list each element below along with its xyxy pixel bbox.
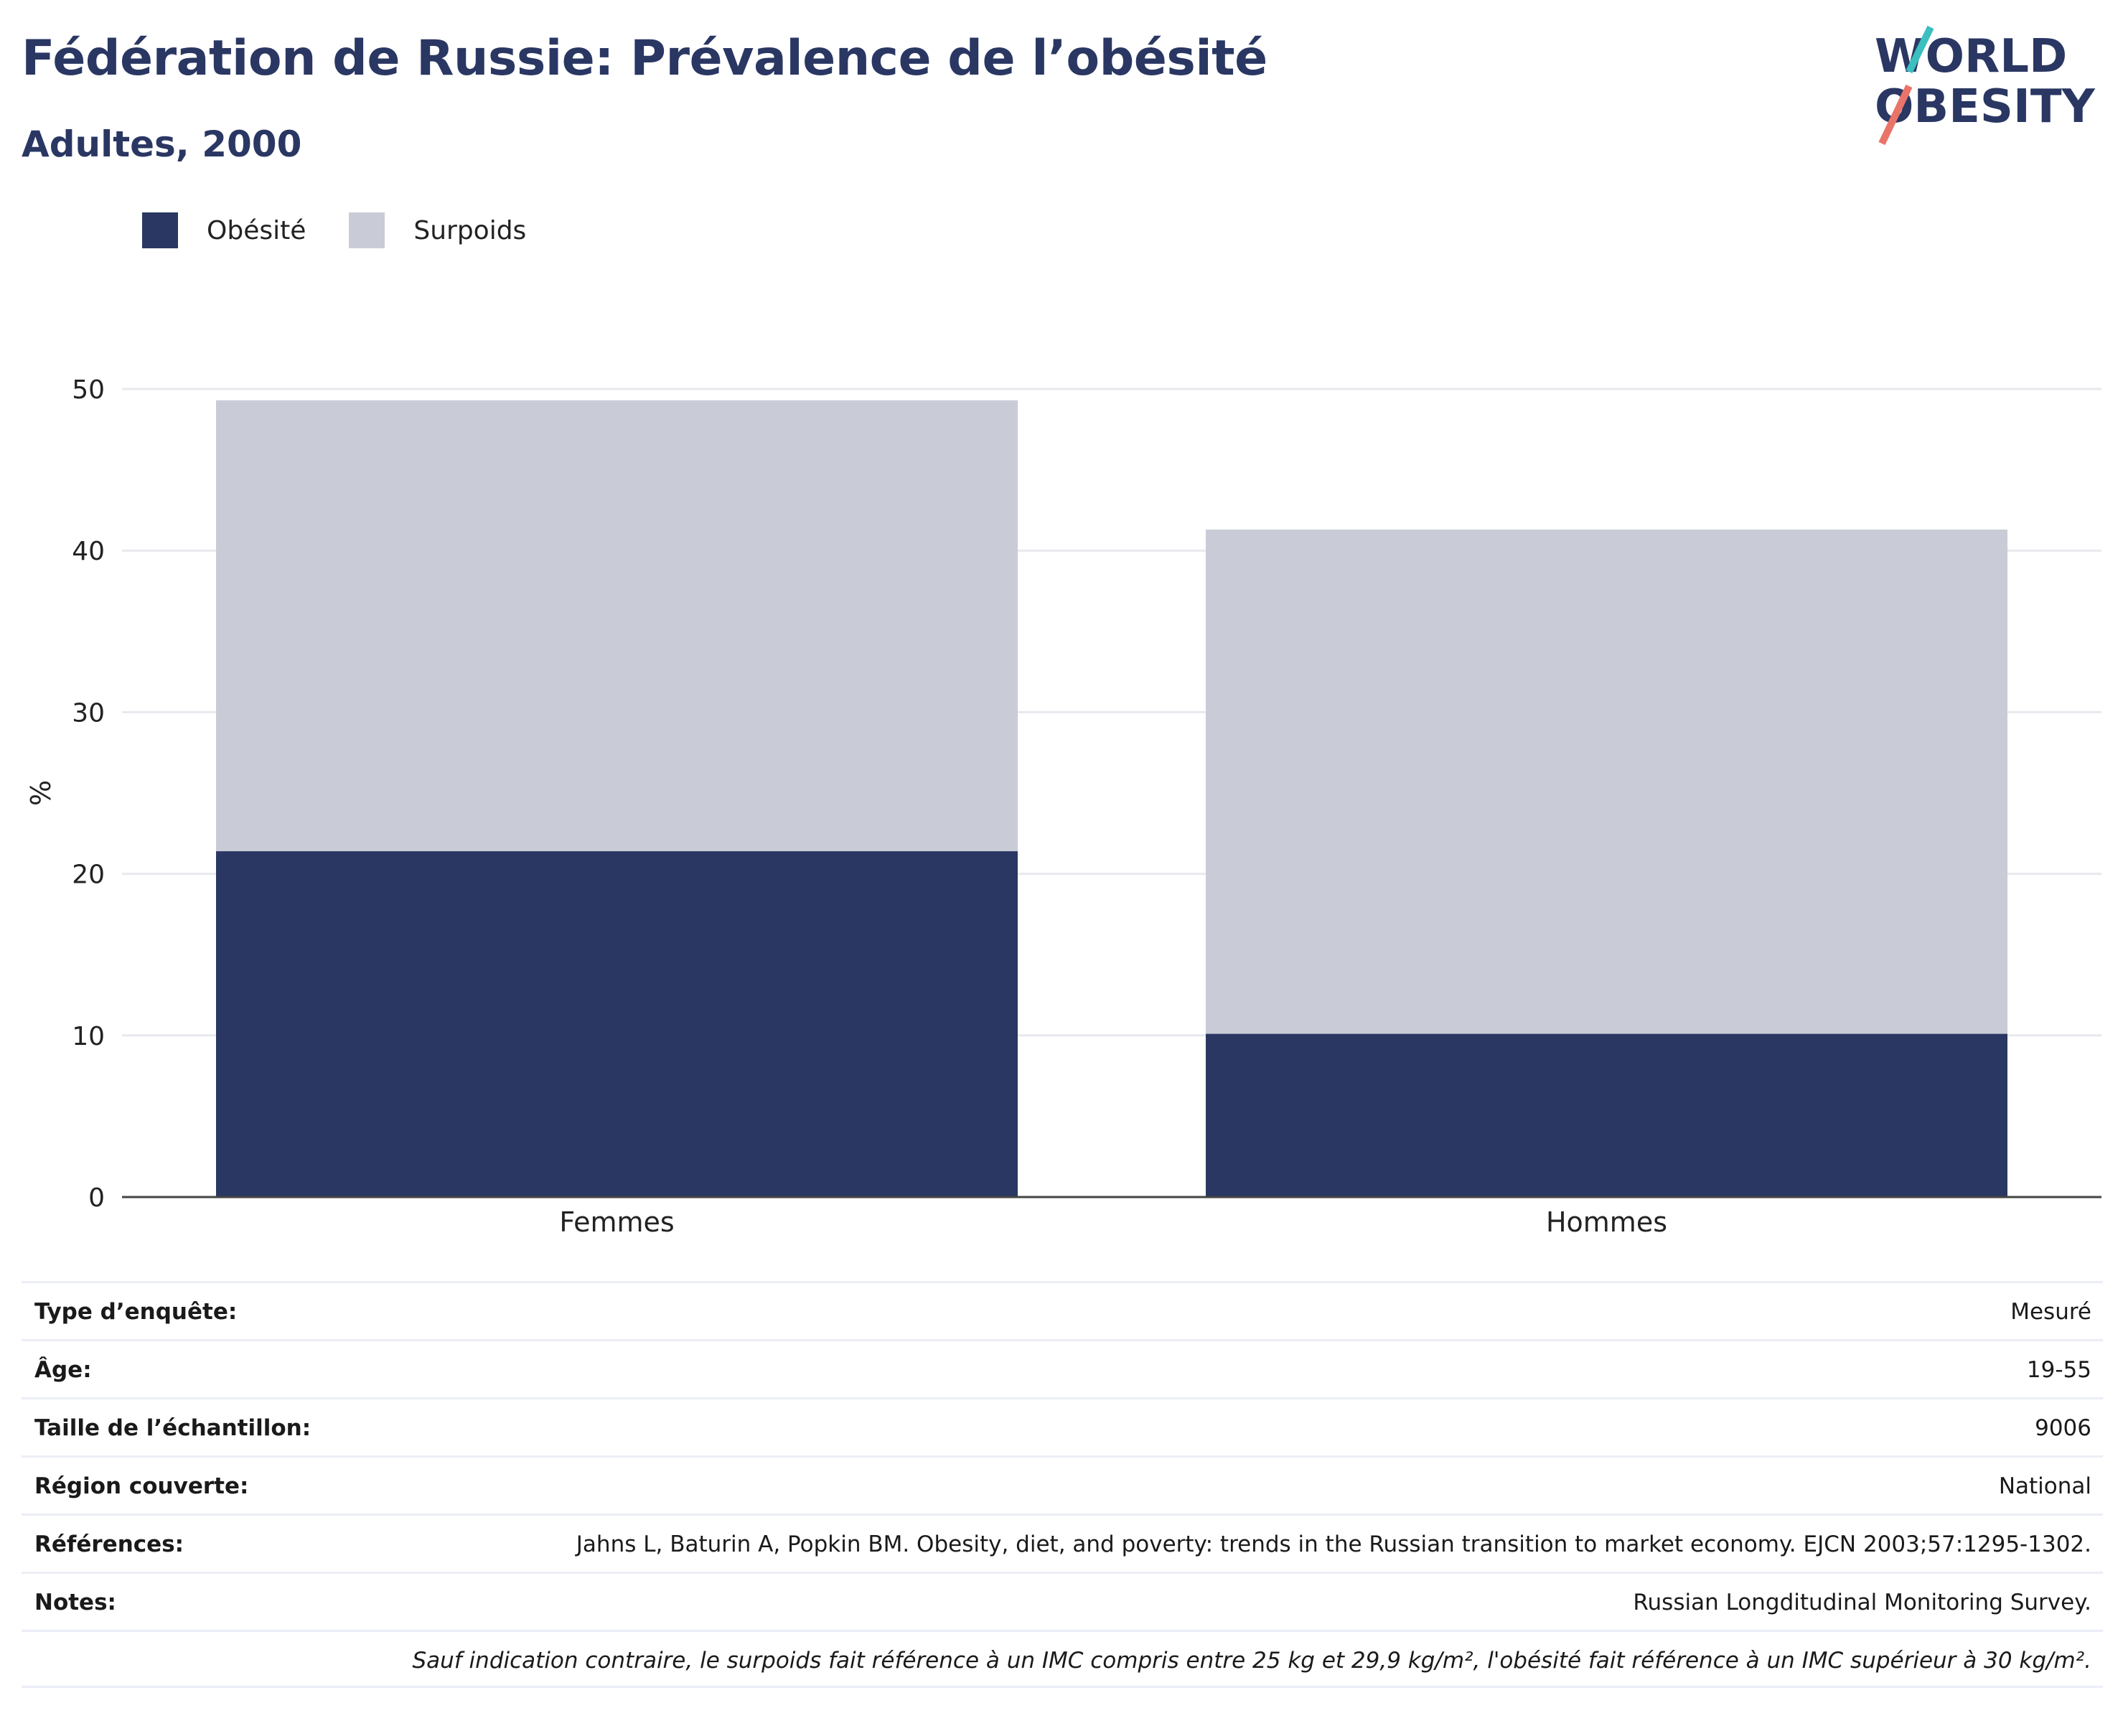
- y-tick-label: 20: [72, 860, 105, 890]
- info-value: Mesuré: [2010, 1299, 2091, 1325]
- info-key: Âge:: [34, 1357, 92, 1383]
- info-row-notes: Notes: Russian Longditudinal Monitoring …: [22, 1572, 2103, 1630]
- info-row-references: Références: Jahns L, Baturin A, Popkin B…: [22, 1514, 2103, 1572]
- legend-swatch-overweight: [349, 212, 385, 248]
- info-row-sample-size: Taille de l’échantillon: 9006: [22, 1397, 2103, 1455]
- info-key: Notes:: [34, 1590, 116, 1615]
- bar-overweight: [1206, 529, 2007, 1034]
- bar-overweight: [216, 400, 1018, 852]
- info-key: Taille de l’échantillon:: [34, 1415, 311, 1441]
- chart-title: Fédération de Russie: Prévalence de l’ob…: [22, 30, 1267, 87]
- info-value: 19-55: [2026, 1357, 2091, 1383]
- y-tick-label: 40: [72, 537, 105, 566]
- svg-text:WORLD: WORLD: [1875, 30, 2067, 83]
- legend: Obésité Surpoids: [142, 212, 569, 248]
- y-tick-label: 50: [72, 375, 105, 405]
- info-row-survey-type: Type d’enquête: Mesuré: [22, 1281, 2103, 1339]
- x-tick-label: Femmes: [559, 1206, 674, 1238]
- chart-subtitle: Adultes, 2000: [22, 123, 302, 165]
- info-value: 9006: [2035, 1415, 2091, 1441]
- y-tick-label: 0: [88, 1183, 105, 1213]
- info-key: Type d’enquête:: [34, 1299, 238, 1325]
- info-key: Références:: [34, 1531, 184, 1557]
- x-tick-label: Hommes: [1546, 1206, 1667, 1238]
- survey-info-table: Type d’enquête: Mesuré Âge: 19-55 Taille…: [22, 1281, 2103, 1688]
- legend-label-obesity: Obésité: [207, 215, 306, 245]
- stacked-bar-chart: 0 10 20 30 40 50% Femmes Hommes: [25, 375, 2101, 1238]
- footnote: Sauf indication contraire, le surpoids f…: [412, 1648, 2091, 1674]
- world-obesity-logo: WORLD OBESITY: [1875, 25, 2095, 146]
- y-axis-label: %: [25, 780, 57, 806]
- bar-obesity: [216, 851, 1018, 1197]
- y-tick-label: 30: [72, 698, 105, 728]
- bar-obesity: [1206, 1033, 2007, 1197]
- info-row-region: Région couverte: National: [22, 1455, 2103, 1514]
- info-value: National: [1998, 1473, 2091, 1499]
- legend-label-overweight: Surpoids: [413, 215, 527, 245]
- info-row-age: Âge: 19-55: [22, 1339, 2103, 1397]
- info-key: Région couverte:: [34, 1473, 249, 1499]
- y-tick-label: 10: [72, 1022, 105, 1051]
- legend-swatch-obesity: [142, 212, 178, 248]
- info-row-footnote: Sauf indication contraire, le surpoids f…: [22, 1630, 2103, 1688]
- info-value: Jahns L, Baturin A, Popkin BM. Obesity, …: [576, 1531, 2091, 1557]
- info-value: Russian Longditudinal Monitoring Survey.: [1633, 1590, 2091, 1615]
